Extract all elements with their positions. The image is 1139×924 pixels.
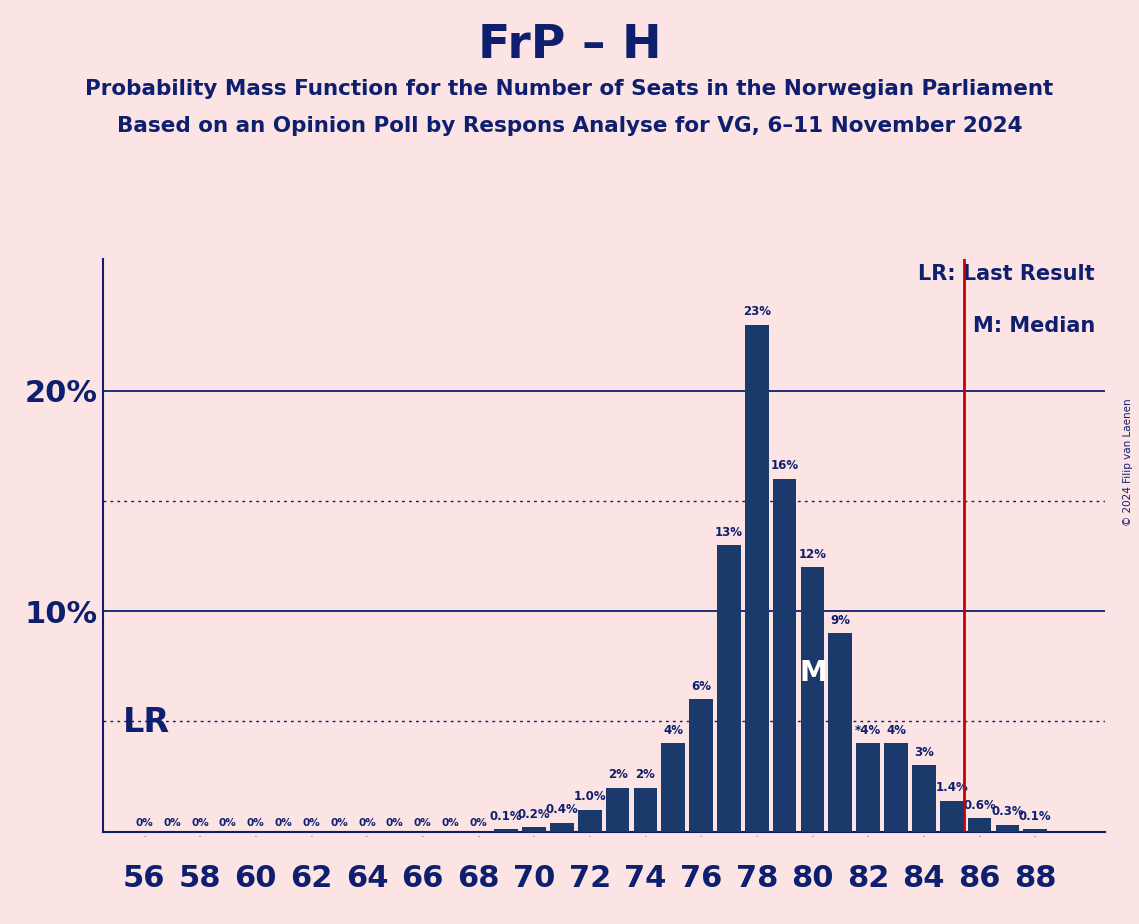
Text: 88: 88 bbox=[1014, 864, 1057, 893]
Bar bbox=[577, 809, 601, 832]
Text: 1.0%: 1.0% bbox=[573, 790, 606, 803]
Text: 9%: 9% bbox=[830, 614, 851, 626]
Text: 86: 86 bbox=[958, 864, 1001, 893]
Bar bbox=[745, 325, 769, 832]
Text: 0%: 0% bbox=[136, 819, 153, 828]
Bar bbox=[494, 830, 518, 832]
Bar bbox=[857, 744, 880, 832]
Bar bbox=[828, 633, 852, 832]
Bar bbox=[633, 787, 657, 832]
Bar bbox=[801, 567, 825, 832]
Text: 0%: 0% bbox=[191, 819, 208, 828]
Text: 56: 56 bbox=[123, 864, 165, 893]
Text: 84: 84 bbox=[902, 864, 945, 893]
Text: 72: 72 bbox=[568, 864, 611, 893]
Text: 4%: 4% bbox=[663, 723, 683, 736]
Bar bbox=[606, 787, 630, 832]
Text: 0.2%: 0.2% bbox=[518, 808, 550, 821]
Text: M: M bbox=[800, 659, 828, 687]
Bar bbox=[1023, 830, 1047, 832]
Text: 0%: 0% bbox=[330, 819, 349, 828]
Text: 0%: 0% bbox=[303, 819, 320, 828]
Text: 78: 78 bbox=[736, 864, 778, 893]
Text: 80: 80 bbox=[792, 864, 834, 893]
Bar bbox=[522, 827, 546, 832]
Text: 13%: 13% bbox=[715, 526, 743, 539]
Text: 3%: 3% bbox=[913, 746, 934, 759]
Text: 70: 70 bbox=[513, 864, 555, 893]
Bar bbox=[718, 545, 740, 832]
Text: © 2024 Filip van Laenen: © 2024 Filip van Laenen bbox=[1123, 398, 1133, 526]
Text: *4%: *4% bbox=[855, 723, 882, 736]
Text: 1.4%: 1.4% bbox=[935, 781, 968, 794]
Text: 16%: 16% bbox=[771, 459, 798, 472]
Text: FrP – H: FrP – H bbox=[477, 23, 662, 68]
Text: 0%: 0% bbox=[413, 819, 432, 828]
Text: 74: 74 bbox=[624, 864, 666, 893]
Text: Based on an Opinion Poll by Respons Analyse for VG, 6–11 November 2024: Based on an Opinion Poll by Respons Anal… bbox=[117, 116, 1022, 136]
Text: 0%: 0% bbox=[358, 819, 376, 828]
Text: 66: 66 bbox=[401, 864, 444, 893]
Text: 0%: 0% bbox=[247, 819, 264, 828]
Text: 0%: 0% bbox=[442, 819, 459, 828]
Text: 0%: 0% bbox=[469, 819, 487, 828]
Text: 62: 62 bbox=[290, 864, 333, 893]
Text: 2%: 2% bbox=[607, 768, 628, 781]
Text: 6%: 6% bbox=[691, 680, 711, 693]
Text: 82: 82 bbox=[847, 864, 890, 893]
Text: 64: 64 bbox=[346, 864, 388, 893]
Bar bbox=[912, 765, 936, 832]
Text: 60: 60 bbox=[235, 864, 277, 893]
Text: 58: 58 bbox=[179, 864, 221, 893]
Text: Probability Mass Function for the Number of Seats in the Norwegian Parliament: Probability Mass Function for the Number… bbox=[85, 79, 1054, 99]
Text: 0.1%: 0.1% bbox=[490, 809, 523, 822]
Text: 0%: 0% bbox=[163, 819, 181, 828]
Bar bbox=[550, 822, 574, 832]
Text: 2%: 2% bbox=[636, 768, 655, 781]
Text: 0.3%: 0.3% bbox=[991, 806, 1024, 819]
Text: 12%: 12% bbox=[798, 548, 827, 561]
Text: 0%: 0% bbox=[386, 819, 403, 828]
Text: 23%: 23% bbox=[743, 305, 771, 318]
Text: 0.6%: 0.6% bbox=[964, 798, 995, 812]
Text: 68: 68 bbox=[457, 864, 500, 893]
Text: 76: 76 bbox=[680, 864, 722, 893]
Bar bbox=[772, 479, 796, 832]
Text: LR: LR bbox=[123, 706, 170, 738]
Text: 4%: 4% bbox=[886, 723, 906, 736]
Text: 0%: 0% bbox=[219, 819, 237, 828]
Bar bbox=[995, 825, 1019, 832]
Bar bbox=[968, 819, 991, 832]
Text: 0%: 0% bbox=[274, 819, 293, 828]
Text: 0.4%: 0.4% bbox=[546, 803, 579, 816]
Bar bbox=[689, 699, 713, 832]
Bar bbox=[940, 801, 964, 832]
Bar bbox=[662, 744, 686, 832]
Text: 0.1%: 0.1% bbox=[1019, 809, 1051, 822]
Text: LR: Last Result: LR: Last Result bbox=[918, 264, 1095, 285]
Text: M: Median: M: Median bbox=[973, 316, 1095, 336]
Bar bbox=[884, 744, 908, 832]
